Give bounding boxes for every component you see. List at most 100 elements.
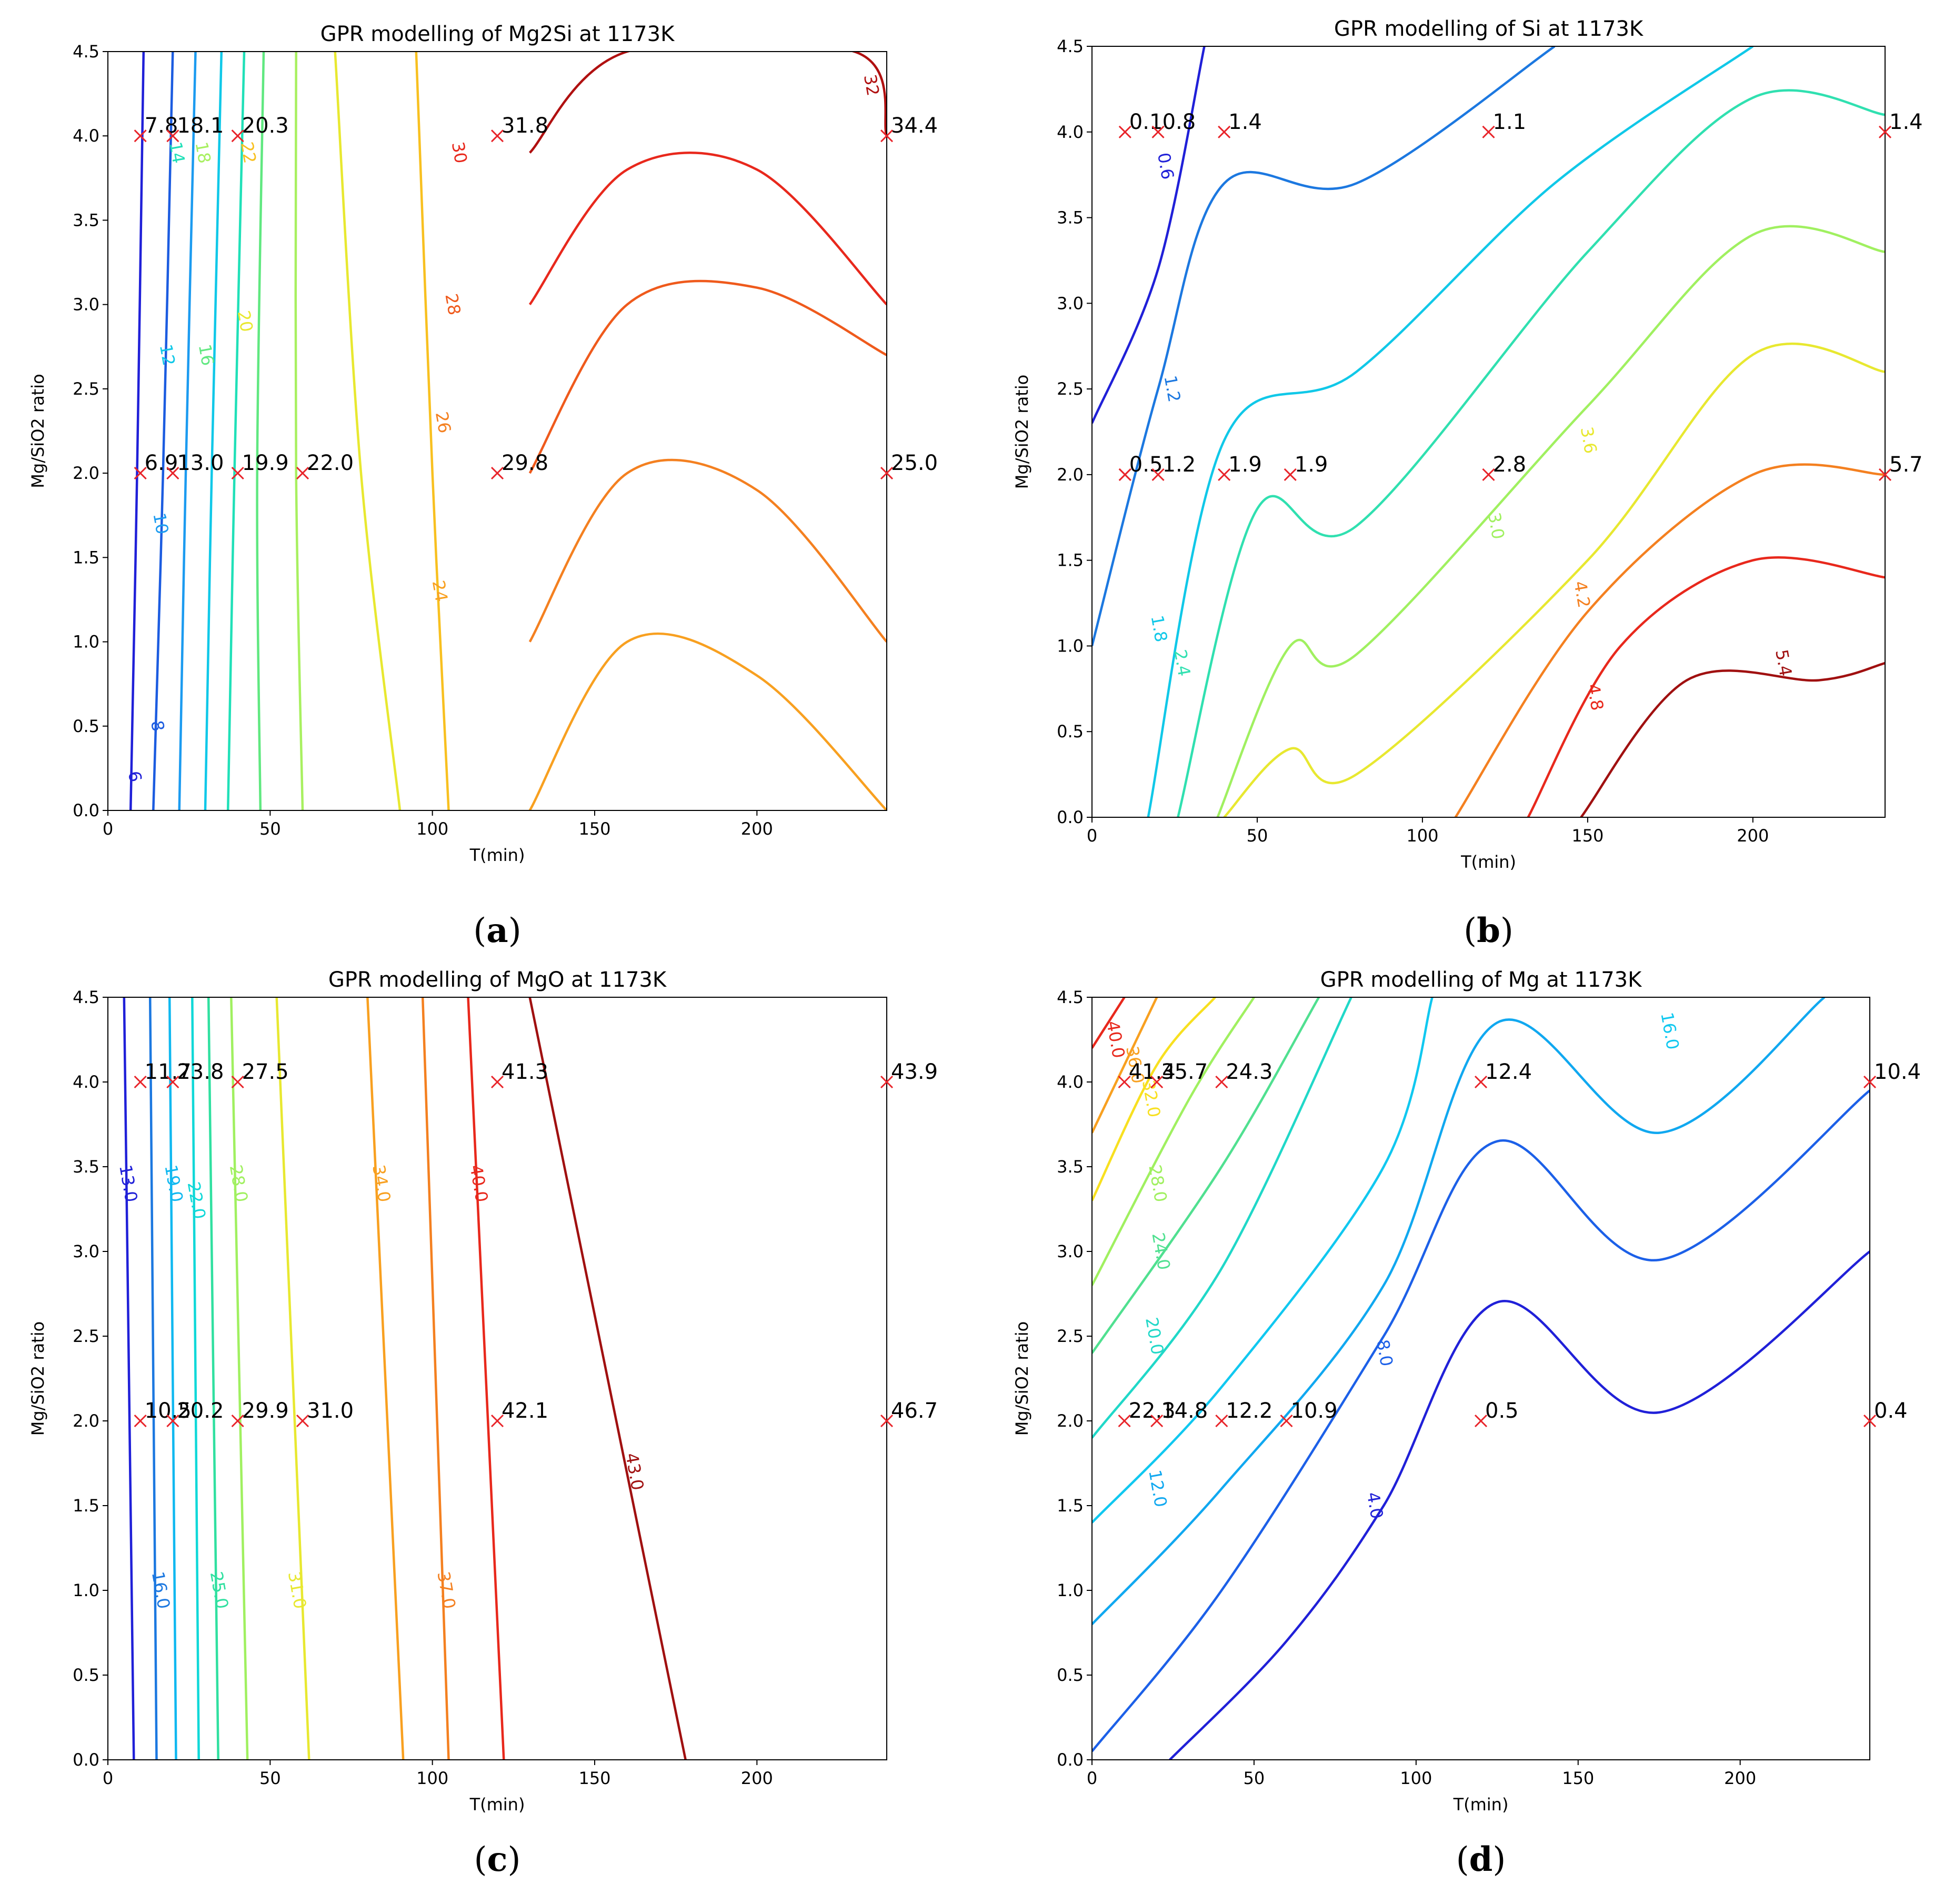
data-point-marker [166, 1414, 179, 1428]
data-point-marker [134, 1075, 147, 1089]
y-tick-label: 1.5 [73, 547, 99, 567]
data-point-label: 46.7 [891, 1399, 938, 1423]
x-axis-label: T(min) [469, 1795, 525, 1815]
contour-line-34.0 [366, 997, 405, 1760]
data-point-marker [1118, 125, 1131, 138]
data-point-label: 0.1 [1129, 110, 1163, 134]
data-point-label: 25.0 [891, 451, 938, 475]
contour-label: 18 [192, 141, 215, 165]
data-point-label: 24.3 [1226, 1060, 1272, 1084]
contour-label: 6 [124, 769, 146, 784]
data-point-marker [1863, 1414, 1877, 1428]
data-point-marker [880, 467, 894, 480]
contour-label: 24.0 [1148, 1231, 1174, 1271]
panel-d-mg: 4.08.012.016.020.024.028.032.036.040.00 5… [1012, 968, 1921, 1879]
panel-caption: (c) [474, 1840, 521, 1879]
data-point-marker [1118, 468, 1131, 481]
data-point-marker [1474, 1414, 1488, 1428]
contour-line-5.4 [1580, 662, 1885, 817]
contour-line-22 [415, 52, 450, 810]
contour-label: 43.0 [622, 1451, 648, 1492]
x-tick-label: 150 [578, 1768, 610, 1788]
y-tick-label: 0.5 [1057, 1665, 1084, 1685]
contour-line-3.0 [1216, 225, 1885, 817]
contour-line-28.0 [230, 997, 249, 1760]
data-point-label: 41.3 [502, 1060, 548, 1084]
contour-label: 1.8 [1147, 614, 1171, 644]
contour-label: 28.0 [226, 1163, 252, 1204]
data-point-marker [1118, 1075, 1131, 1089]
y-tick-label: 4.0 [1057, 1072, 1084, 1092]
data-point-marker [296, 1414, 309, 1428]
contour-line-24.0 [1092, 997, 1320, 1354]
data-point-label: 0.5 [1129, 453, 1163, 477]
data-point-label: 42.1 [502, 1399, 548, 1423]
contour-label: 25.0 [206, 1570, 233, 1610]
x-tick-label: 100 [1406, 826, 1438, 846]
contour-line-6 [129, 52, 145, 810]
contour-line-32 [529, 52, 887, 154]
contour-line-10 [178, 52, 197, 810]
contour-line-1.2 [1092, 46, 1556, 646]
data-point-marker [231, 129, 244, 143]
contour-line-12 [204, 52, 223, 810]
data-point-marker [166, 129, 179, 143]
contour-label: 14 [165, 141, 188, 165]
data-point-marker [880, 1075, 894, 1089]
data-point-marker [1284, 468, 1297, 481]
contour-label: 16.0 [148, 1570, 174, 1610]
chart-title: GPR modelling of MgO at 1173K [328, 968, 667, 992]
data-point-label: 1.9 [1228, 453, 1262, 477]
data-point-label: 29.8 [502, 451, 548, 475]
contour-lines: 0.6 1.2 1.8 2.4 3.0 3.6 4.2 4.8 5.4 [1092, 46, 1885, 817]
data-point-marker [1151, 468, 1165, 481]
data-point-marker [880, 1414, 894, 1428]
contour-line-16.0 [1092, 997, 1434, 1524]
contour-line-26 [528, 458, 887, 643]
contour-line-25.0 [207, 997, 219, 1760]
data-point-marker [231, 467, 244, 480]
contour-line-40.0 [467, 997, 505, 1760]
y-axis-label: Mg/SiO2 ratio [1012, 1321, 1032, 1436]
y-tick-label: 3.5 [1057, 208, 1084, 228]
contour-label: 4.0 [1363, 1490, 1387, 1520]
contour-label: 22.0 [184, 1180, 210, 1221]
data-point-marker [490, 129, 504, 143]
plot-frame [1091, 997, 1870, 1760]
y-tick-label: 3.0 [73, 295, 99, 315]
y-tick-label: 0.0 [1057, 1750, 1084, 1770]
data-point-marker [1150, 1075, 1164, 1089]
data-point-label: 5.7 [1889, 453, 1923, 477]
y-tick-label: 1.0 [1057, 1580, 1084, 1600]
x-tick-label: 150 [1571, 826, 1604, 846]
contour-label: 40.0 [466, 1163, 492, 1204]
y-axis-label: Mg/SiO2 ratio [28, 1321, 48, 1436]
data-point-marker [231, 1075, 244, 1089]
x-tick-label: 100 [416, 1768, 448, 1788]
contour-label: 12.0 [1145, 1468, 1171, 1509]
contour-line-22.0 [191, 997, 200, 1760]
x-tick-label: 0 [1087, 1768, 1097, 1788]
panel-c-mgo: 13.0 16.0 19.022.0 25.0 28.0 31.0 34.0 37.0 40.0… [28, 968, 938, 1879]
y-tick-label: 4.5 [1057, 36, 1084, 56]
data-point-marker [1215, 1075, 1228, 1089]
data-point-marker [1151, 125, 1165, 138]
data-point-label: 0.5 [1485, 1399, 1519, 1423]
contour-line-12.0 [1092, 997, 1826, 1625]
data-point-marker [1215, 1414, 1228, 1428]
y-tick-label: 1.5 [1057, 550, 1084, 570]
data-point-marker [134, 467, 147, 480]
contour-label: 34.0 [368, 1163, 395, 1204]
y-tick-label: 2.0 [73, 463, 99, 483]
contour-line-16 [256, 52, 265, 810]
y-tick-label: 4.5 [73, 42, 99, 62]
contour-lines: 4.08.012.016.020.024.028.032.036.040.0 [1092, 997, 1870, 1760]
contour-line-40.0 [1092, 997, 1126, 1049]
data-point-marker [166, 467, 179, 480]
chart-title: GPR modelling of Mg at 1173K [1320, 968, 1642, 992]
contour-label: 24 [428, 579, 452, 604]
contour-label: 1.2 [1160, 374, 1185, 404]
data-point-label: 1.4 [1889, 110, 1923, 134]
x-tick-label: 0 [103, 1768, 113, 1788]
data-point-marker [134, 129, 147, 143]
